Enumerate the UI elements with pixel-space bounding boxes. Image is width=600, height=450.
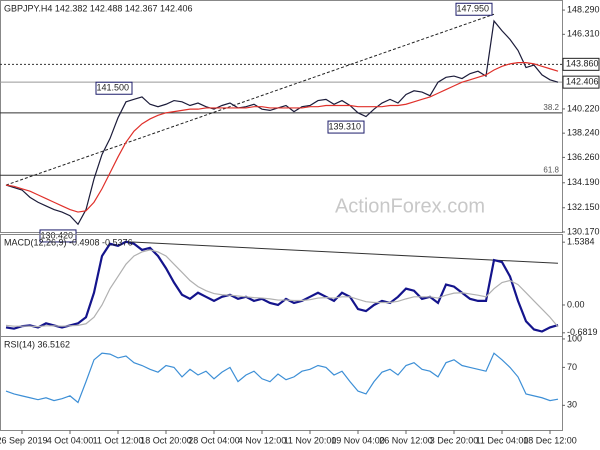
y-tick-label: -0.6819 bbox=[567, 327, 598, 337]
y-tick-label: 138.240 bbox=[567, 128, 600, 138]
x-tick-label: 19 Nov 04:00 bbox=[331, 435, 385, 445]
annotation-box bbox=[95, 81, 133, 95]
y-tick-label: 1.5384 bbox=[567, 237, 595, 247]
price-label: 142.406 bbox=[566, 77, 599, 87]
series-line bbox=[5, 240, 559, 333]
panel-title: MACD(12,26,9) -0.4908 -0.5376 bbox=[4, 237, 133, 247]
fib-label: 38.2 bbox=[543, 103, 559, 112]
price-label-box bbox=[562, 75, 600, 89]
y-tick-label: 134.190 bbox=[567, 177, 600, 187]
series-line bbox=[5, 62, 559, 213]
annotation-label: 141.500 bbox=[96, 83, 129, 93]
x-tick-label: 18 Dec 12:00 bbox=[523, 435, 577, 445]
y-tick-label: 146.310 bbox=[567, 29, 600, 39]
y-tick-label: 148.290 bbox=[567, 4, 600, 14]
y-tick-label: 70 bbox=[567, 362, 577, 372]
y-tick-label: 100 bbox=[567, 333, 582, 343]
series-line bbox=[5, 19, 559, 226]
x-tick-label: 28 Oct 04:00 bbox=[188, 435, 240, 445]
panel bbox=[0, 0, 563, 233]
annotation-label: 130.420 bbox=[40, 230, 73, 240]
y-tick-label: 140.220 bbox=[567, 103, 600, 113]
y-tick-label: 0.00 bbox=[567, 299, 585, 309]
x-tick-label: 4 Nov 12:00 bbox=[238, 435, 287, 445]
y-tick-label: 136.260 bbox=[567, 152, 600, 162]
series-line bbox=[5, 249, 559, 328]
trendline bbox=[5, 13, 495, 186]
fib-label: 61.8 bbox=[543, 165, 559, 174]
x-tick-label: 4 Oct 04:00 bbox=[47, 435, 94, 445]
panel-title: GBPJPY.H4 142.382 142.488 142.367 142.40… bbox=[4, 3, 193, 13]
x-tick-label: 3 Dec 20:00 bbox=[430, 435, 479, 445]
x-tick-label: 26 Sep 2019 bbox=[0, 435, 48, 445]
y-tick-label: 30 bbox=[567, 400, 577, 410]
annotation-box bbox=[39, 229, 77, 243]
annotation-label: 147.950 bbox=[456, 4, 489, 14]
y-tick-label: 130.170 bbox=[567, 226, 600, 236]
x-tick-label: 18 Oct 20:00 bbox=[140, 435, 192, 445]
x-tick-label: 11 Nov 20:00 bbox=[284, 435, 337, 445]
panel bbox=[0, 336, 563, 431]
annotation-label: 139.310 bbox=[328, 121, 361, 131]
series-line bbox=[5, 352, 559, 404]
panel-title: RSI(14) 36.5162 bbox=[4, 339, 70, 349]
y-tick-label: 132.150 bbox=[567, 202, 600, 212]
price-label-box bbox=[562, 57, 600, 71]
x-tick-label: 11 Dec 04:00 bbox=[476, 435, 529, 445]
annotation-box bbox=[327, 120, 365, 134]
annotation-box bbox=[455, 2, 493, 16]
watermark: ActionForex.com bbox=[335, 195, 485, 217]
x-tick-label: 26 Nov 12:00 bbox=[379, 435, 433, 445]
price-label: 143.860 bbox=[566, 59, 599, 69]
x-tick-label: 11 Oct 12:00 bbox=[93, 435, 144, 445]
macd-trendline bbox=[125, 241, 559, 264]
